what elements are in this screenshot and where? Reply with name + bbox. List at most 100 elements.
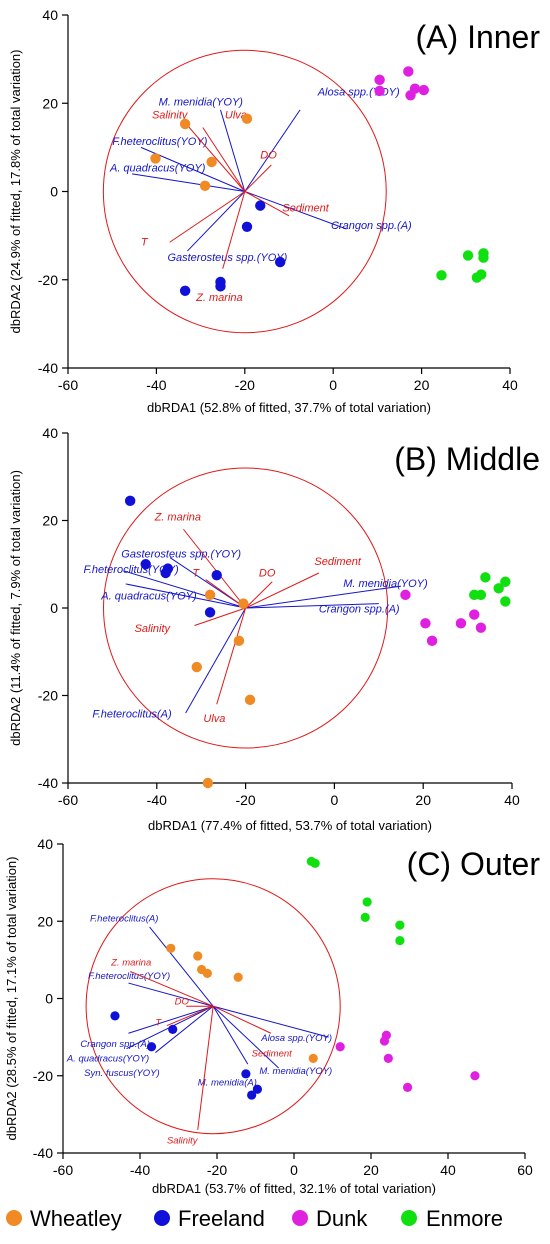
- vector-line: [186, 191, 246, 252]
- vector-line: [149, 926, 214, 1007]
- vector-line: [244, 109, 301, 192]
- vector-label: Syn. fuscus(YOY): [84, 1068, 160, 1079]
- x-tick-label: 20: [363, 1162, 379, 1178]
- y-tick-label: 0: [50, 600, 58, 616]
- vector-label: F.heteroclitus(YOY): [88, 971, 170, 982]
- vector-line: [197, 1006, 214, 1130]
- x-tick-label: -60: [58, 792, 78, 808]
- legend-marker-enmore: [401, 1210, 417, 1226]
- point-wheatley: [206, 156, 217, 168]
- point-dunk: [374, 74, 385, 86]
- vector-line: [245, 572, 320, 609]
- vector-label: F.heteroclitus(YOY): [112, 136, 208, 148]
- vector-line: [169, 191, 246, 243]
- vector-label: Salinity: [135, 623, 172, 635]
- point-freeland: [179, 285, 191, 296]
- point-dunk: [402, 1082, 413, 1092]
- x-tick-label: 20: [414, 377, 430, 393]
- vector-label: DO: [175, 996, 190, 1007]
- x-tick-label: -20: [207, 1162, 227, 1178]
- y-tick-label: 20: [42, 513, 58, 529]
- correlation-circle: [85, 878, 341, 1135]
- vector-line: [128, 982, 214, 1007]
- vector-label: F.heteroclitus(A): [90, 913, 158, 924]
- x-tick-label: -20: [235, 377, 255, 393]
- point-enmore: [493, 583, 504, 594]
- vector-label: Gasterosteus spp.(YOY): [167, 252, 287, 264]
- point-enmore: [500, 596, 511, 607]
- vector-line: [245, 581, 273, 609]
- point-freeland: [204, 607, 216, 618]
- point-dunk: [374, 85, 385, 97]
- point-dunk: [475, 622, 487, 633]
- vector-line: [125, 583, 246, 609]
- vector-line: [245, 603, 379, 609]
- point-wheatley: [308, 1053, 318, 1063]
- point-wheatley: [191, 661, 202, 673]
- x-tick-label: 60: [517, 1162, 533, 1178]
- point-freeland: [168, 1024, 178, 1034]
- point-freeland: [215, 281, 226, 292]
- point-dunk: [469, 609, 480, 620]
- point-freeland: [146, 1042, 157, 1052]
- point-wheatley: [150, 153, 161, 164]
- point-freeland: [252, 1084, 263, 1094]
- point-enmore: [310, 858, 320, 868]
- vector-label: Sediment: [314, 556, 361, 568]
- legend-label-dunk: Dunk: [316, 1206, 368, 1231]
- x-tick-label: 0: [290, 1162, 298, 1178]
- vector-label: Crangon spp.(A): [80, 1039, 150, 1050]
- y-tick-label: 0: [45, 991, 53, 1007]
- x-tick-label: -60: [58, 377, 78, 393]
- vector-label: A. quadracus(YOY): [66, 1053, 149, 1064]
- point-dunk: [400, 589, 411, 601]
- point-freeland: [160, 567, 171, 579]
- point-dunk: [405, 90, 416, 101]
- point-wheatley: [238, 598, 249, 609]
- correlation-circle: [103, 467, 389, 749]
- vector-label: Crangon spp.(A): [319, 603, 400, 615]
- vector-label: A. quadracus(YOY): [100, 590, 197, 602]
- x-tick-label: -40: [146, 377, 166, 393]
- x-tick-label: 40: [502, 377, 518, 393]
- y-tick-label: 40: [37, 836, 53, 852]
- x-axis-title: dbRDA1 (53.7% of fitted, 32.1% of total …: [152, 1181, 436, 1196]
- point-enmore: [476, 269, 487, 280]
- point-freeland: [140, 559, 151, 570]
- point-wheatley: [204, 589, 216, 601]
- point-enmore: [475, 589, 487, 601]
- point-wheatley: [233, 635, 245, 647]
- point-enmore: [362, 897, 372, 907]
- vector-line: [220, 109, 246, 192]
- vector-line: [244, 191, 290, 217]
- x-tick-label: 40: [504, 792, 520, 808]
- vector-label: Z. marina: [110, 958, 151, 969]
- point-wheatley: [166, 943, 176, 953]
- y-tick-label: 40: [42, 425, 58, 441]
- point-wheatley: [199, 180, 211, 191]
- x-axis-title: dbRDA1 (52.8% of fitted, 37.7% of total …: [147, 400, 431, 415]
- y-axis-title: dbRDA2 (24.9% of fitted, 17.8% of total …: [8, 50, 23, 334]
- point-enmore: [395, 920, 405, 930]
- legend-marker-wheatley: [6, 1210, 22, 1226]
- point-freeland: [211, 569, 222, 581]
- vector-label: Ulva: [225, 110, 247, 122]
- vector-label: Sediment: [282, 202, 329, 214]
- point-freeland: [255, 200, 266, 211]
- x-tick-label: 0: [329, 377, 337, 393]
- vector-label: Salinity: [152, 110, 189, 122]
- x-tick-label: -60: [53, 1162, 73, 1178]
- vector-line: [183, 528, 246, 609]
- vector-line: [186, 124, 246, 192]
- vector-label: DO: [259, 568, 276, 580]
- y-tick-label: -20: [38, 272, 58, 288]
- point-freeland: [247, 1090, 257, 1100]
- point-enmore: [436, 270, 447, 281]
- vector-line: [202, 127, 246, 192]
- point-dunk: [383, 1053, 393, 1063]
- y-tick-label: 40: [42, 7, 58, 23]
- point-wheatley: [202, 968, 212, 978]
- x-axis-title: dbRDA1 (77.4% of fitted, 53.7% of total …: [148, 818, 432, 833]
